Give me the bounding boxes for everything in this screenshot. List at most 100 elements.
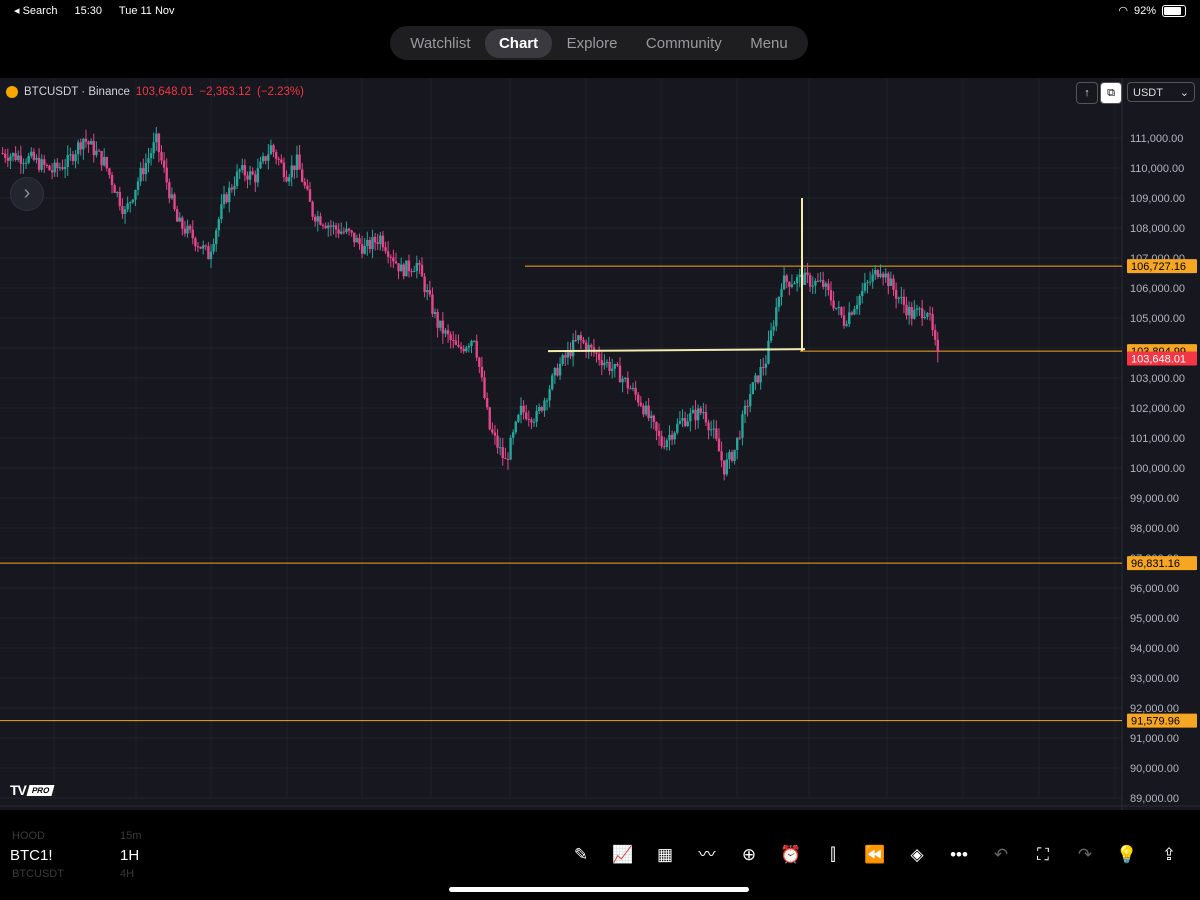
candle-body	[105, 157, 109, 169]
compare-toggle-icon[interactable]: ⧉	[1100, 82, 1122, 104]
tab-community[interactable]: Community	[645, 34, 722, 52]
candle-body	[764, 363, 768, 368]
share-icon[interactable]: ⇪	[1161, 845, 1177, 864]
redo-icon[interactable]: ↷	[1077, 845, 1093, 864]
candle-body	[704, 412, 708, 423]
candle-body	[769, 330, 773, 341]
layers-icon[interactable]: ◈	[910, 845, 924, 864]
candle-body	[48, 165, 51, 171]
candle-body	[392, 257, 395, 262]
tab-menu[interactable]: Menu	[750, 34, 788, 52]
chart-type-candles-icon[interactable]: ⫿	[830, 845, 836, 864]
candle-body	[579, 335, 583, 341]
candle-body	[498, 447, 502, 449]
fullscreen-icon[interactable]: ⛶	[1037, 845, 1049, 864]
y-tick-label: 103,000.00	[1130, 373, 1185, 385]
candle-body	[246, 175, 249, 180]
candle-body	[84, 138, 88, 142]
candle-body	[360, 244, 364, 254]
candle-body	[762, 366, 765, 368]
candle-body	[233, 186, 236, 190]
candle-body	[853, 309, 856, 315]
indicators-icon[interactable]: 📈	[612, 845, 634, 864]
candle-body	[874, 270, 877, 275]
add-plus-icon[interactable]: ⊕	[741, 845, 757, 864]
candle-body	[605, 361, 609, 363]
candle-body	[366, 240, 369, 246]
chevron-right-icon[interactable]: ›	[10, 177, 44, 211]
candle-body	[788, 281, 791, 287]
candle-body	[889, 278, 893, 287]
candle-body	[530, 419, 533, 423]
candle-body	[300, 169, 304, 182]
symbol-picker[interactable]: BTC1!	[10, 847, 53, 864]
candle-body	[629, 388, 632, 390]
chart-pane[interactable]: 111,000.00 110,000.00 109,000.00 108,000.00…	[0, 78, 1200, 810]
candle-body	[694, 409, 697, 421]
candle-body	[139, 167, 142, 182]
candle-body	[6, 157, 10, 161]
candle-body	[444, 330, 447, 334]
candle-body	[267, 154, 270, 161]
candle-body	[256, 168, 260, 183]
candle-body	[19, 155, 23, 164]
candle-body	[446, 330, 450, 335]
candle-body	[717, 438, 721, 452]
candle-body	[571, 340, 575, 357]
symbol-legend: BTCUSDT · Binance 103,648.01 −2,363.12 (…	[6, 86, 304, 98]
price-level-label: 103,648.01	[1131, 354, 1186, 366]
candle-body	[116, 192, 119, 194]
candle-body	[569, 350, 572, 357]
candle-body	[840, 307, 843, 316]
candle-body	[113, 185, 116, 193]
candle-body	[855, 305, 859, 310]
candle-body	[329, 225, 333, 227]
price-level-tag	[1127, 556, 1197, 571]
candle-body	[613, 364, 616, 369]
candle-body	[108, 168, 111, 175]
price-level-tag	[1127, 259, 1197, 274]
candle-body	[887, 273, 890, 287]
candle-body	[100, 151, 103, 166]
alert-clock-icon[interactable]: ⏰	[780, 845, 802, 864]
tab-explore[interactable]: Explore	[566, 34, 618, 52]
tab-watchlist[interactable]: Watchlist	[410, 34, 471, 52]
candle-body	[173, 194, 176, 210]
candle-body	[215, 230, 218, 245]
home-indicator[interactable]	[449, 887, 749, 892]
candle-body	[280, 159, 283, 163]
candle-body	[394, 261, 398, 264]
candle-body	[79, 142, 82, 150]
candle-body	[496, 435, 499, 448]
candle-body	[58, 167, 62, 169]
layout-grid-icon[interactable]: ▦	[656, 845, 674, 864]
more-options-icon[interactable]: •••	[950, 845, 968, 864]
drawing-pencil-icon[interactable]: ✎	[573, 845, 589, 864]
candle-body	[89, 141, 93, 145]
candle-body	[608, 361, 611, 371]
candle-body	[334, 225, 338, 230]
candle-body	[319, 216, 322, 225]
back-to-search-link[interactable]: ◂ Search	[14, 5, 58, 17]
candle-body	[475, 340, 478, 358]
candle-body	[415, 263, 418, 272]
price-chart[interactable]: 111,000.00 110,000.00 109,000.00 108,000.00…	[0, 78, 1200, 810]
currency-select[interactable]: USDT ⌄	[1127, 82, 1195, 102]
ideas-lightbulb-icon[interactable]: 💡	[1116, 845, 1138, 864]
replay-icon[interactable]: ⏪	[864, 845, 886, 864]
candle-body	[699, 408, 702, 413]
undo-icon[interactable]: ↶	[993, 845, 1009, 864]
candle-body	[358, 238, 361, 245]
tab-chart[interactable]: Chart	[484, 28, 553, 58]
candle-body	[538, 407, 541, 411]
candle-body	[472, 340, 476, 342]
clock: 15:30	[74, 5, 103, 17]
candle-body	[517, 415, 520, 422]
candle-body	[272, 145, 275, 153]
candle-body	[74, 154, 77, 162]
ghost-symbol-above: HOOD	[12, 830, 45, 842]
scale-up-arrow-icon[interactable]: ↑	[1076, 82, 1098, 104]
trend-line-icon[interactable]: 〰	[698, 845, 716, 864]
timeframe-picker[interactable]: 1H	[120, 847, 140, 864]
candle-body	[663, 446, 666, 448]
